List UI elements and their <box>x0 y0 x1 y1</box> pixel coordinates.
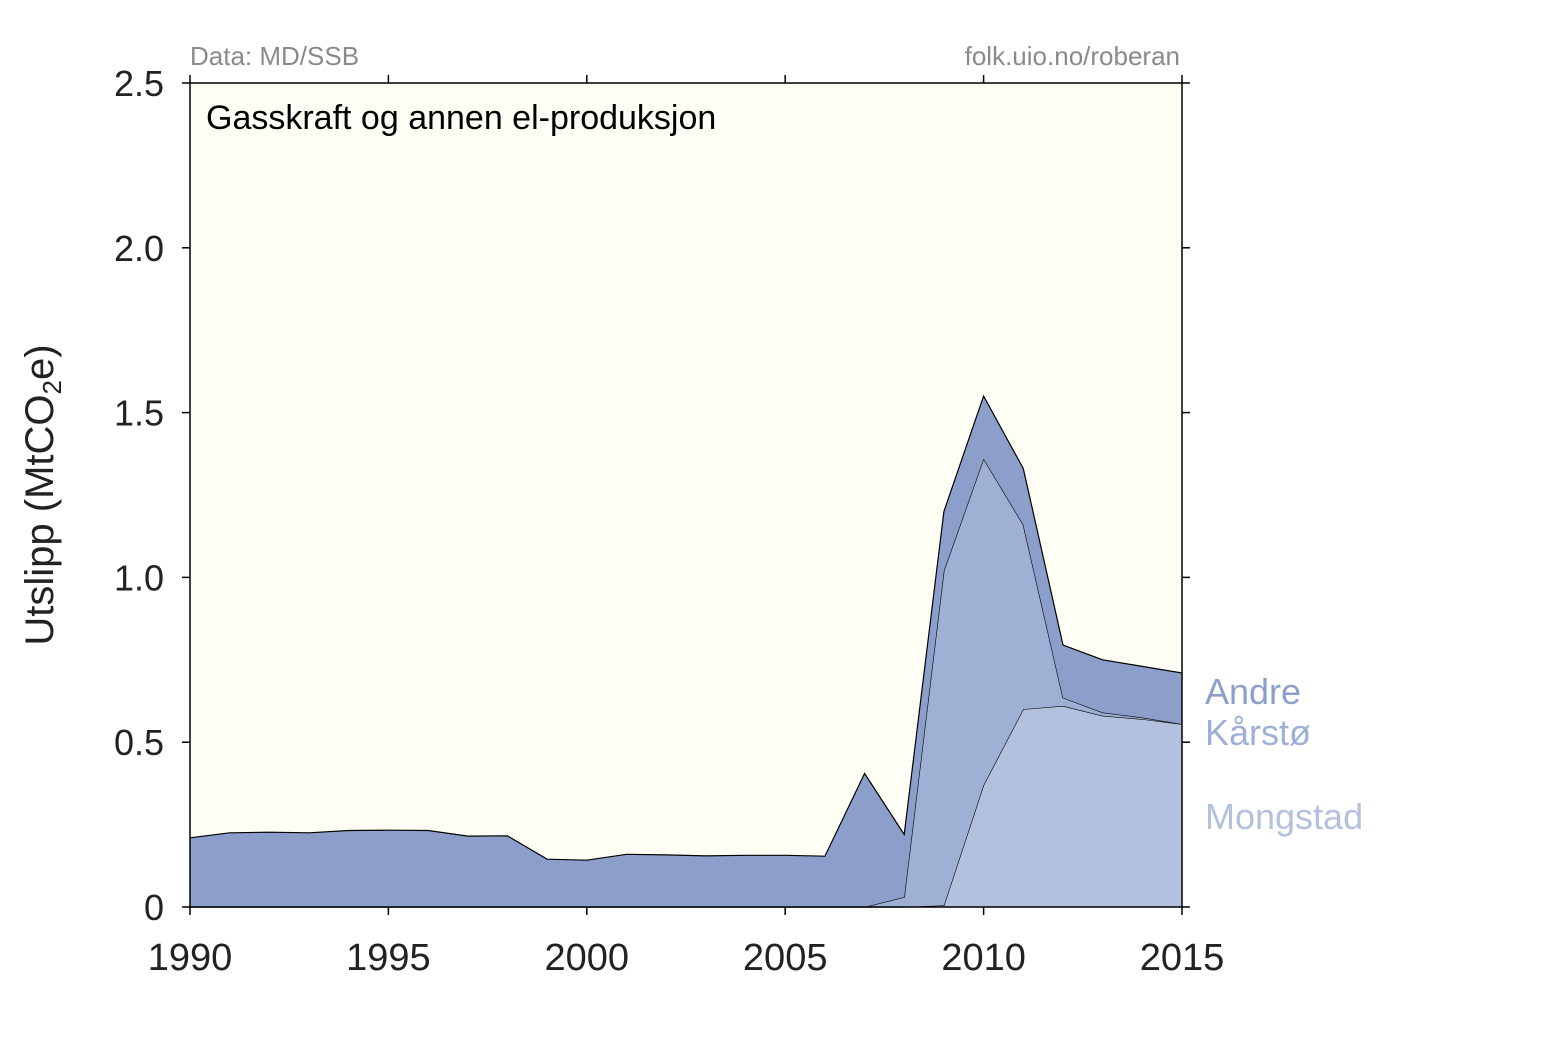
legend-label-mongstad: Mongstad <box>1205 796 1363 837</box>
panel-title: Gasskraft og annen el-produksjon <box>206 99 716 137</box>
y-tick-label: 0 <box>144 887 164 928</box>
x-tick-label: 2015 <box>1140 937 1225 979</box>
axis-ticks: 1990 1995 2000 2005 2010 2015 0 0.5 1.0 1.5 2.0 2.5 <box>114 63 1224 979</box>
y-tick-label: 1.5 <box>114 393 164 434</box>
y-axis-label-end: e) <box>18 344 62 380</box>
area-andre <box>190 396 1182 907</box>
x-tick-label: 1990 <box>148 937 233 979</box>
source-right: folk.uio.no/roberan <box>965 41 1180 71</box>
y-axis-label: Utslipp (MtCO2e) <box>18 344 67 645</box>
area-kårstø <box>190 458 1182 907</box>
legend-label-andre: Andre <box>1205 671 1301 712</box>
y-axis-label-subscript: 2 <box>37 380 67 394</box>
source-left: Data: MD/SSB <box>190 41 359 71</box>
y-tick-label: 2.0 <box>114 228 164 269</box>
plot-frame <box>189 82 1183 908</box>
y-tick-label: 0.5 <box>114 722 164 763</box>
x-tick-label: 1995 <box>346 937 431 979</box>
area-mongstad <box>190 705 1182 907</box>
x-tick-label: 2010 <box>941 937 1026 979</box>
y-tick-label: 1.0 <box>114 557 164 598</box>
x-tick-label: 2005 <box>743 937 828 979</box>
y-axis-label-main: Utslipp (MtCO <box>18 394 62 645</box>
x-tick-label: 2000 <box>545 937 630 979</box>
y-tick-label: 2.5 <box>114 63 164 104</box>
area-line-andre <box>189 394 1183 861</box>
legend-label-kårstø: Kårstø <box>1205 712 1311 753</box>
